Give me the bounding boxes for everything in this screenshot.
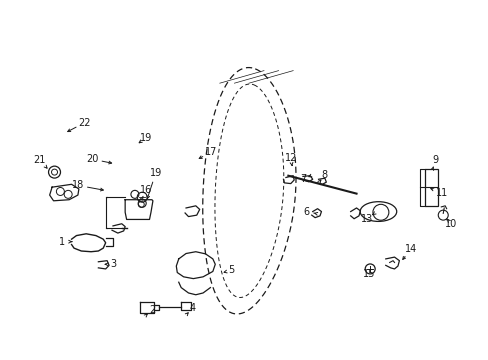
- Text: 3: 3: [110, 259, 116, 269]
- Text: 9: 9: [431, 155, 438, 165]
- Text: 17: 17: [205, 147, 217, 157]
- Text: 20: 20: [86, 154, 99, 164]
- Text: 4: 4: [189, 303, 195, 314]
- Text: 8: 8: [321, 170, 327, 180]
- Text: 13: 13: [361, 214, 373, 224]
- Text: 5: 5: [228, 265, 234, 275]
- Text: 1: 1: [59, 237, 65, 247]
- Text: 10: 10: [445, 219, 457, 229]
- Text: 2: 2: [148, 305, 155, 315]
- Text: 11: 11: [435, 188, 447, 198]
- Text: 21: 21: [34, 155, 46, 165]
- Text: 19: 19: [149, 168, 162, 178]
- Text: 6: 6: [303, 207, 309, 217]
- Text: 15: 15: [362, 269, 374, 279]
- Text: 14: 14: [404, 244, 416, 254]
- Text: 18: 18: [72, 180, 84, 190]
- Bar: [424, 168, 437, 206]
- Text: 12: 12: [284, 153, 296, 163]
- Text: 7: 7: [299, 174, 305, 184]
- Text: 22: 22: [78, 118, 91, 128]
- Text: 19: 19: [140, 133, 152, 143]
- Text: 16: 16: [140, 185, 152, 195]
